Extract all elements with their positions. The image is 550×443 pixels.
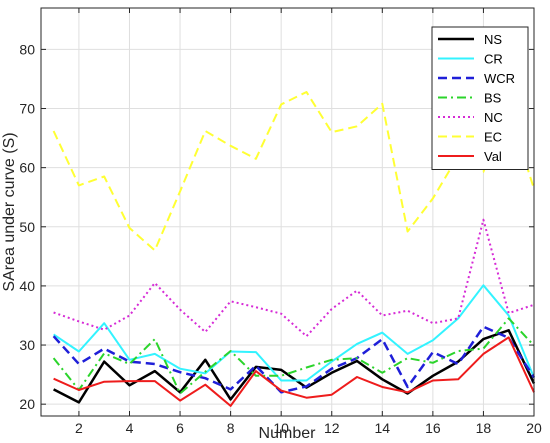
x-tick-label: 16 [425,420,441,436]
y-tick-label: 40 [19,278,35,294]
legend: NS CR WCR BS NC EC Val [431,26,529,170]
series-line-bs [52,317,535,395]
legend-label-bs: BS [484,91,502,106]
y-axis-title: SArea under curve (S) [1,132,18,291]
legend-label-ns: NS [484,32,502,47]
y-tick-label: 80 [19,41,35,57]
series-line-wcr [52,325,536,394]
series-line-ns [53,329,536,404]
x-tick-label: 4 [126,420,134,436]
x-tick-label: 14 [375,420,391,436]
axis-ticks: 2 4 6 8 10 12 14 16 18 20 20 30 40 50 60 70 80 [19,8,542,436]
x-tick-label: 20 [526,420,542,436]
legend-label-cr: CR [484,52,503,67]
y-tick-label: 70 [19,101,35,117]
x-tick-label: 10 [273,420,289,436]
legend-label-wcr: WCR [484,71,515,86]
y-tick-label: 30 [19,337,35,353]
series-line-val [53,336,535,407]
y-tick-label: 60 [19,160,35,176]
plot-border [40,7,535,417]
y-tick-label: 50 [19,219,35,235]
legend-label-ec: EC [484,130,502,145]
x-tick-label: 2 [75,420,83,436]
legend-label-nc: NC [484,110,503,125]
x-tick-label: 12 [324,420,340,436]
y-tick-label: 20 [19,396,35,412]
x-tick-label: 18 [476,420,492,436]
legend-box [431,26,529,170]
x-tick-label: 8 [227,420,235,436]
x-axis-title: Number [259,425,317,442]
legend-label-val: Val [484,149,502,164]
x-tick-label: 6 [176,420,184,436]
